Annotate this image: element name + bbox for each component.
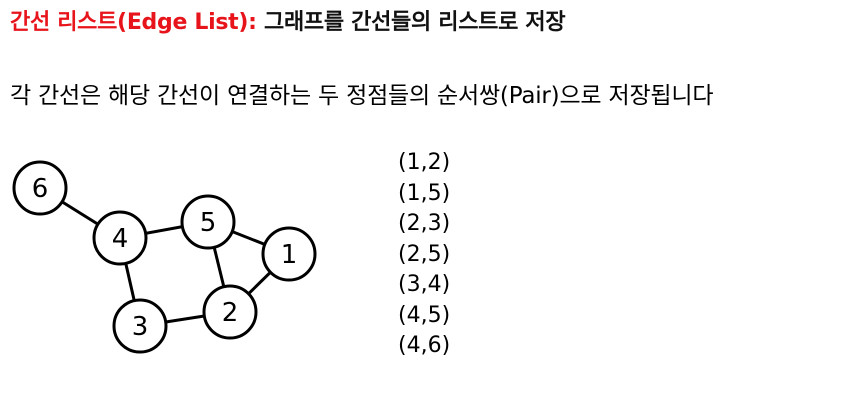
graph-diagram: 1 2 3 4 5 6 xyxy=(12,160,317,354)
graph-node-label: 6 xyxy=(32,174,49,204)
graph-node-4: 4 xyxy=(92,210,148,266)
graph-node-label: 1 xyxy=(281,240,298,270)
graph-node-label: 5 xyxy=(200,208,217,238)
graph-node-1: 1 xyxy=(261,226,317,282)
graph-node-5: 5 xyxy=(180,194,236,250)
graph-node-circle xyxy=(92,210,148,266)
graph-node-circle xyxy=(12,160,68,216)
edge-list-item: (1,5) xyxy=(398,180,451,206)
graph-node-circle xyxy=(180,194,236,250)
graph-node-label: 4 xyxy=(112,224,129,254)
graph-nodes: 1 2 3 4 5 6 xyxy=(12,160,317,354)
edge-list-item: (4,6) xyxy=(398,333,451,358)
page-title: 간선 리스트(Edge List): 그래프를 간선들의 리스트로 저장 xyxy=(10,4,566,36)
edge-list-item: (2,5) xyxy=(398,241,451,267)
edge-list: (1,2) (1,5) (2,3) (2,5) (3,4) (4,5) (4,6) xyxy=(398,148,450,362)
edge-list-item: (4,5) xyxy=(398,302,451,328)
graph-node-3: 3 xyxy=(112,298,168,354)
graph-node-2: 2 xyxy=(202,284,258,340)
edge-list-item: (3,4) xyxy=(398,272,451,297)
graph-node-label: 2 xyxy=(222,298,239,328)
graph-node-6: 6 xyxy=(12,160,68,216)
graph-node-circle xyxy=(261,226,317,282)
graph-node-label: 3 xyxy=(132,312,149,342)
graph-node-circle xyxy=(112,298,168,354)
graph-node-circle xyxy=(202,284,258,340)
title-rest: 그래프를 간선들의 리스트로 저장 xyxy=(256,10,566,35)
edge-list-item: (1,2) xyxy=(398,150,451,175)
description-text: 각 간선은 해당 간선이 연결하는 두 정점들의 순서쌍(Pair)으로 저장됩… xyxy=(10,83,714,109)
title-accent: 간선 리스트(Edge List): xyxy=(10,10,257,35)
edge-list-item: (2,3) xyxy=(398,211,451,236)
